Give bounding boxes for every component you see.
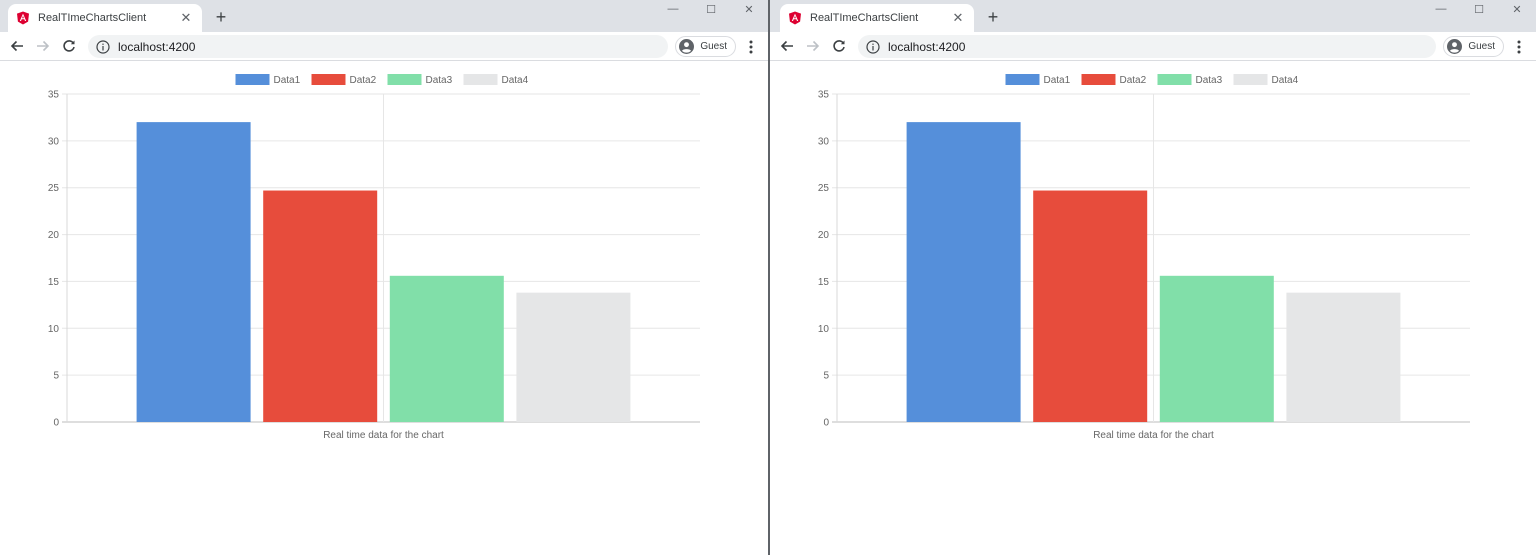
plus-icon[interactable]: + [215,6,227,27]
angular-icon [17,11,29,25]
arrow-right-icon[interactable] [30,34,56,58]
angular-icon [789,11,801,25]
arrow-left-icon[interactable] [774,34,800,58]
info-icon [96,39,110,54]
x-axis-label: Real time data for the chart [323,430,444,441]
window-close-icon[interactable]: ✕ [1512,3,1522,16]
y-tick-label: 15 [48,277,60,288]
minimize-icon[interactable]: — [1435,3,1447,15]
legend-swatch [235,74,270,85]
legend-label: Data3 [1196,75,1223,86]
bar-chart: 0 5 10 15 20 25 30 35 Real time data for the cha… [48,74,700,441]
y-tick-label: 20 [48,230,60,241]
legend-swatch [311,74,346,85]
browser-tab[interactable]: RealTImeChartsClient ✕ [8,4,202,32]
bar-data1 [136,122,251,422]
window-controls: — ☐ ✕ [654,0,768,18]
plus-icon[interactable]: + [987,6,999,27]
arrow-left-icon[interactable] [4,34,30,58]
tab-title: RealTImeChartsClient [810,12,919,24]
y-tick-label: 5 [53,371,59,382]
y-tick-label: 30 [48,136,60,147]
close-icon[interactable]: ✕ [952,10,964,25]
url-text: localhost:4200 [888,39,966,54]
address-bar[interactable]: localhost:4200 [88,35,668,58]
legend-swatch [1081,74,1116,85]
address-bar[interactable]: localhost:4200 [858,35,1436,58]
minimize-icon[interactable]: — [667,3,679,15]
tab-strip: RealTImeChartsClient ✕ + — ☐ ✕ [770,0,1536,32]
y-tick-label: 35 [48,90,60,101]
browser-tab[interactable]: RealTImeChartsClient ✕ [780,4,974,32]
maximize-icon[interactable]: ☐ [1474,3,1484,16]
close-icon[interactable]: ✕ [180,10,192,25]
maximize-icon[interactable]: ☐ [706,3,716,16]
legend-swatch [1005,74,1040,85]
browser-window-right: RealTImeChartsClient ✕ + — ☐ ✕ localho [770,0,1536,555]
legend-label: Data4 [502,75,529,86]
bar-chart: 0 5 10 15 20 25 30 35 Real time data for the cha… [818,74,1470,441]
profile-label: Guest [1468,41,1495,52]
bar-data4 [1286,292,1401,422]
y-tick-label: 35 [818,90,830,101]
bar-data2 [263,190,378,422]
kebab-menu-icon[interactable] [742,37,760,57]
y-tick-label: 10 [818,324,830,335]
user-avatar-icon [1447,39,1463,54]
window-controls: — ☐ ✕ [1422,0,1536,18]
profile-label: Guest [700,41,727,52]
legend-label: Data1 [274,75,301,86]
bar-data3 [1159,275,1274,422]
page-content: 0 5 10 15 20 25 30 35 Real time data for the cha… [0,61,768,554]
info-icon [866,39,880,54]
page-content: 0 5 10 15 20 25 30 35 Real time data for the cha… [770,61,1536,554]
y-tick-label: 0 [53,418,59,429]
y-tick-label: 25 [818,183,830,194]
user-avatar-icon [679,39,695,54]
legend-label: Data2 [1120,75,1147,86]
y-tick-label: 20 [818,230,830,241]
bar-data2 [1033,190,1148,422]
y-tick-label: 0 [823,418,829,429]
arrow-right-icon[interactable] [800,34,826,58]
y-tick-label: 10 [48,324,60,335]
legend-label: Data2 [350,75,377,86]
y-tick-label: 15 [818,277,830,288]
legend-swatch [1233,74,1268,85]
window-close-icon[interactable]: ✕ [744,3,754,16]
y-tick-label: 30 [818,136,830,147]
legend-swatch [387,74,422,85]
browser-toolbar: localhost:4200 Guest [0,32,768,61]
bar-data1 [906,122,1021,422]
browser-window-left: RealTImeChartsClient ✕ + — ☐ ✕ localho [0,0,768,554]
tab-title: RealTImeChartsClient [38,12,147,24]
legend-label: Data3 [426,75,453,86]
tab-strip: RealTImeChartsClient ✕ + — ☐ ✕ [0,0,768,32]
legend-label: Data1 [1044,75,1071,86]
y-tick-label: 25 [48,183,60,194]
browser-toolbar: localhost:4200 Guest [770,32,1536,61]
legend-label: Data4 [1272,75,1299,86]
bar-data3 [389,275,504,422]
legend-swatch [1157,74,1192,85]
legend-swatch [463,74,498,85]
reload-icon[interactable] [56,34,82,58]
y-tick-label: 5 [823,371,829,382]
kebab-menu-icon[interactable] [1510,37,1528,57]
x-axis-label: Real time data for the chart [1093,430,1214,441]
url-text: localhost:4200 [118,39,196,54]
reload-icon[interactable] [826,34,852,58]
bar-data4 [516,292,631,422]
profile-button[interactable]: Guest [675,36,736,57]
profile-button[interactable]: Guest [1443,36,1504,57]
window-divider [768,0,770,555]
